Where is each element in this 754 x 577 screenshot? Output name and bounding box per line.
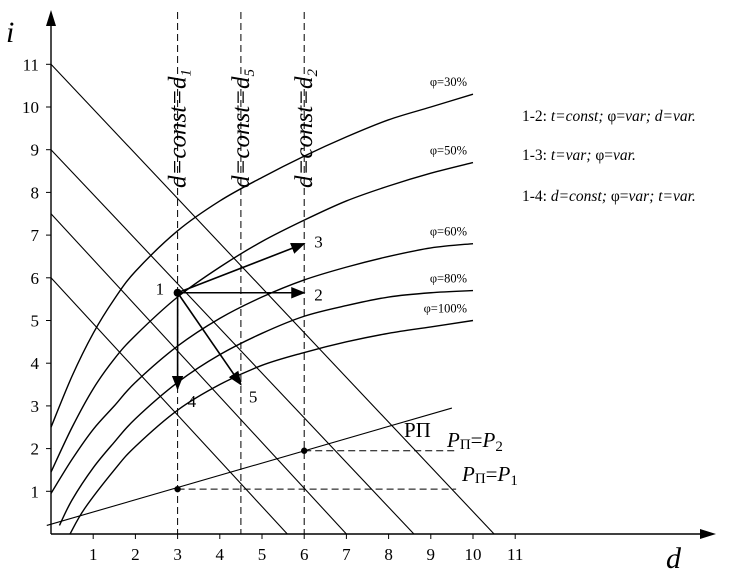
isotherm-line [50, 213, 347, 535]
phi-curve [50, 242, 474, 494]
process-1-3: 1-3: t=var; φ=var. [522, 147, 636, 164]
process-1-2: 1-2: t=const; φ=var; d=var. [522, 108, 696, 125]
isotherm-line [50, 149, 415, 535]
phi-curve-label: φ=50% [430, 144, 467, 158]
state-point-label: 4 [188, 392, 197, 411]
y-tick-label: 5 [31, 312, 40, 331]
constant-d-label: d=const=d5 [228, 68, 258, 188]
state-point-label: 2 [314, 286, 323, 305]
x-tick-label: 9 [427, 545, 436, 564]
x-tick-label: 1 [89, 545, 98, 564]
y-tick-label: 10 [22, 98, 39, 117]
y-tick-label: 11 [23, 55, 39, 74]
x-tick-label: 11 [507, 545, 523, 564]
phi-curve-label: φ=80% [430, 272, 467, 286]
isotherm-line [50, 63, 495, 535]
y-tick-label: 7 [31, 226, 40, 245]
x-tick-label: 6 [300, 545, 309, 564]
x-tick-label: 2 [131, 545, 140, 564]
x-tick-label: 7 [342, 545, 351, 564]
isotherm-line [50, 277, 288, 535]
process-arrow-1-3 [177, 242, 306, 294]
constant-d-label: d=const=d2 [291, 68, 321, 188]
saturation-line-label: PП [404, 418, 431, 442]
x-axis-name: d [666, 542, 682, 575]
y-tick-label: 2 [31, 440, 40, 459]
y-tick-label: 8 [31, 183, 40, 202]
pressure-level-label: PП=P1 [461, 462, 518, 489]
phi-curve-label: φ=100% [424, 302, 467, 316]
y-axis-arrow-icon [46, 10, 56, 26]
state-point-label: 1 [156, 280, 165, 299]
y-tick-label: 9 [31, 141, 40, 160]
state-point-1 [173, 288, 182, 297]
process-arrow-1-5 [176, 292, 242, 386]
x-tick-label: 10 [465, 545, 482, 564]
process-1-4: 1-4: d=const; φ=var; t=var. [522, 188, 696, 205]
y-tick-label: 1 [31, 482, 40, 501]
pressure-level-dot [301, 447, 308, 454]
x-tick-label: 3 [173, 545, 182, 564]
state-point-label: 3 [314, 233, 323, 252]
constant-d-label: d=const=d1 [165, 69, 195, 188]
x-tick-label: 5 [258, 545, 267, 564]
x-axis-arrow-icon [700, 529, 716, 539]
phi-curve [50, 161, 474, 473]
pressure-level-label: PП=P2 [446, 428, 503, 455]
pressure-level-dot [174, 485, 181, 493]
phi-curve [50, 93, 474, 428]
y-axis-name: i [6, 16, 14, 49]
y-tick-label: 3 [31, 397, 40, 416]
x-tick-label: 8 [384, 545, 393, 564]
x-tick-label: 4 [216, 545, 225, 564]
phi-curve [58, 289, 474, 526]
y-tick-label: 6 [31, 269, 40, 288]
y-tick-label: 4 [31, 354, 40, 373]
phi-curve-label: φ=30% [430, 75, 467, 89]
phi-curve-label: φ=60% [430, 225, 467, 239]
state-point-label: 5 [249, 388, 258, 407]
saturation-line [46, 407, 453, 526]
